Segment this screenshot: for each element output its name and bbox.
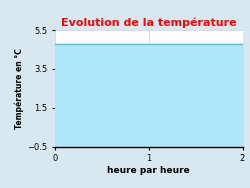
Title: Evolution de la température: Evolution de la température bbox=[61, 17, 236, 28]
Y-axis label: Température en °C: Température en °C bbox=[15, 48, 24, 129]
X-axis label: heure par heure: heure par heure bbox=[108, 166, 190, 175]
